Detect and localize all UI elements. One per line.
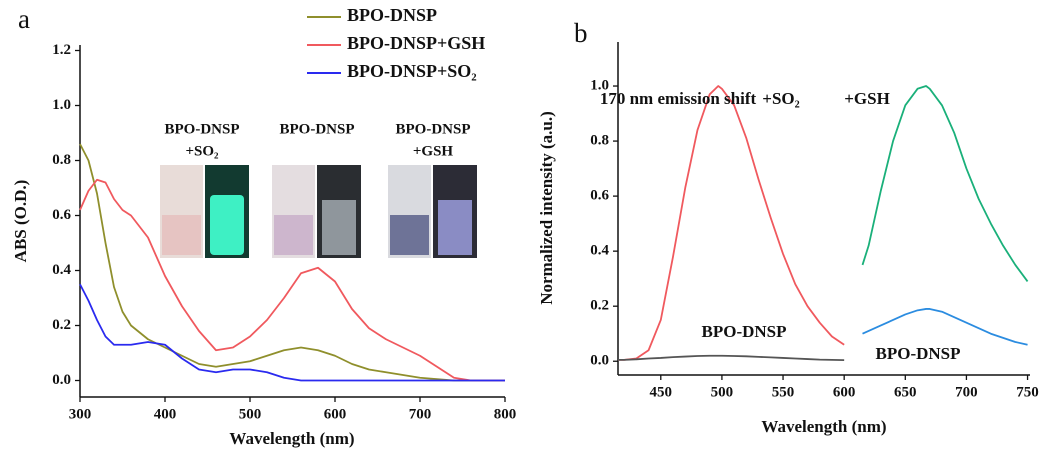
x-tick-label: 450 bbox=[650, 384, 673, 400]
y-tick-label: 1.2 bbox=[52, 42, 71, 58]
panel-label: a bbox=[18, 4, 30, 34]
y-tick-label: 0.2 bbox=[52, 317, 71, 333]
x-tick-label: 600 bbox=[324, 406, 347, 422]
data-line bbox=[618, 85, 845, 361]
inset-photos bbox=[160, 165, 477, 258]
annotation: BPO-DNSP bbox=[280, 121, 355, 137]
annotation: BPO-DNSP bbox=[165, 121, 240, 137]
y-tick-label: 1.0 bbox=[52, 97, 71, 113]
y-tick-label: 0.6 bbox=[52, 207, 71, 223]
vial-solution bbox=[438, 200, 472, 255]
annotation: +SO₂ bbox=[185, 143, 219, 159]
vial-solution bbox=[162, 215, 201, 255]
x-tick-label: 650 bbox=[894, 384, 917, 400]
annotation: +GSH bbox=[413, 143, 454, 159]
data-line bbox=[861, 85, 1029, 282]
legend-label: BPO-DNSP bbox=[347, 5, 437, 25]
x-tick-label: 300 bbox=[69, 406, 92, 422]
vial-solution bbox=[210, 195, 244, 255]
panel-label: b bbox=[574, 18, 588, 48]
y-tick-label: 1.0 bbox=[590, 77, 609, 93]
annotation: +GSH bbox=[844, 89, 890, 108]
y-tick-label: 0.8 bbox=[52, 152, 71, 168]
annotation: BPO-DNSP bbox=[702, 322, 787, 341]
y-tick-label: 0.8 bbox=[590, 133, 609, 149]
vial-solution bbox=[322, 200, 356, 255]
x-axis-label: Wavelength (nm) bbox=[761, 417, 886, 436]
x-tick-label: 500 bbox=[711, 384, 734, 400]
data-line bbox=[79, 143, 505, 382]
x-tick-label: 500 bbox=[239, 406, 262, 422]
legend-label: BPO-DNSP+SO₂ bbox=[347, 61, 477, 81]
y-tick-label: 0.4 bbox=[52, 262, 71, 278]
data-line bbox=[618, 354, 845, 362]
x-tick-label: 550 bbox=[772, 384, 795, 400]
y-tick-label: 0.6 bbox=[590, 188, 609, 204]
data-line bbox=[862, 308, 1028, 346]
data-line bbox=[79, 283, 505, 382]
x-axis-label: Wavelength (nm) bbox=[229, 429, 354, 448]
annotation: 170 nm emission shift bbox=[600, 89, 757, 108]
y-tick-label: 0.2 bbox=[590, 298, 609, 314]
annotation: BPO-DNSP bbox=[876, 344, 961, 363]
x-tick-label: 700 bbox=[955, 384, 978, 400]
vial-solution bbox=[390, 215, 429, 255]
vial-solution bbox=[274, 215, 313, 255]
y-axis-label: Normalized intensity (a.u.) bbox=[537, 111, 556, 305]
x-tick-label: 600 bbox=[833, 384, 856, 400]
x-tick-label: 400 bbox=[154, 406, 177, 422]
legend-label: BPO-DNSP+GSH bbox=[347, 33, 485, 53]
y-tick-label: 0.0 bbox=[52, 372, 71, 388]
y-tick-label: 0.4 bbox=[590, 243, 609, 259]
y-tick-label: 0.0 bbox=[590, 353, 609, 369]
annotation: BPO-DNSP bbox=[396, 121, 471, 137]
x-tick-label: 700 bbox=[409, 406, 432, 422]
x-tick-label: 750 bbox=[1016, 384, 1039, 400]
x-tick-label: 800 bbox=[494, 406, 517, 422]
annotation: +SO₂ bbox=[762, 89, 799, 108]
y-axis-label: ABS (O.D.) bbox=[11, 180, 30, 263]
data-line bbox=[79, 178, 505, 382]
